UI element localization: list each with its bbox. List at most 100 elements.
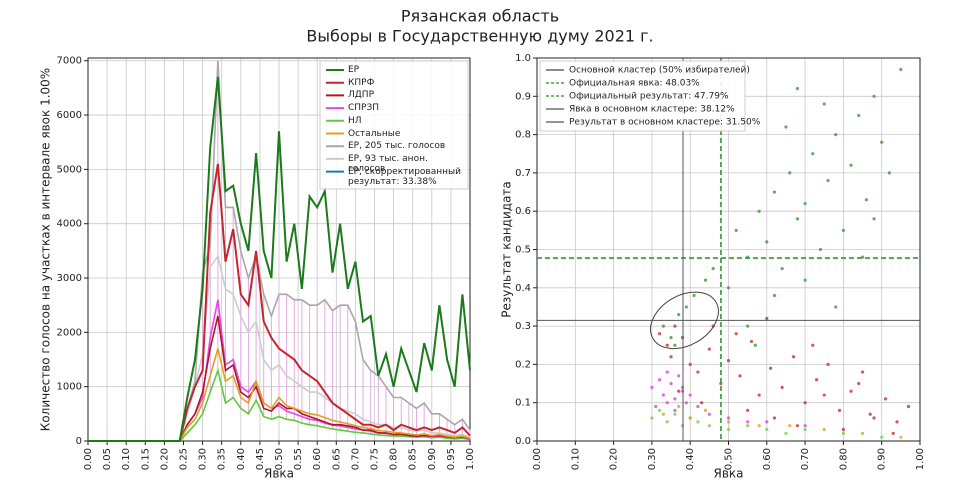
x-tick-label: 0.10: [121, 448, 132, 470]
point: [803, 427, 807, 432]
title: Рязанская область: [401, 7, 559, 26]
point: [684, 305, 688, 309]
point: [841, 228, 846, 232]
point: [688, 416, 692, 420]
point: [803, 424, 807, 428]
x-tick-label: 0.75: [370, 448, 381, 470]
point: [734, 332, 738, 336]
point: [765, 240, 769, 244]
point: [726, 416, 731, 420]
point: [677, 313, 681, 317]
point: [703, 408, 708, 412]
point: [857, 381, 861, 386]
y-tick-label: 0.9: [515, 91, 531, 102]
legend-label: Явка в основном кластере: 38.12%: [569, 105, 735, 115]
x-tick-label: 0.70: [800, 448, 811, 470]
legend-entry: ЕР, скорректированный результат: 33.38%: [348, 167, 461, 187]
point: [726, 427, 731, 432]
x-tick-label: 1.00: [465, 448, 476, 470]
legend-label: ЛДПР: [348, 90, 374, 101]
point: [707, 424, 711, 428]
series-line: [88, 315, 471, 442]
y-tick-label: 0.8: [515, 130, 531, 141]
point: [883, 397, 888, 401]
point: [650, 385, 654, 389]
legend-entry: СПРЗП: [348, 103, 379, 113]
x-tick-label: 0.25: [179, 448, 190, 470]
y-tick-label: 0.0: [515, 436, 531, 447]
point: [880, 435, 884, 439]
y-tick-label: 5000: [57, 164, 82, 175]
y-tick-label: 1000: [57, 382, 82, 393]
y-tick-label: 0.7: [515, 168, 531, 179]
x-axis-label: Явка: [713, 467, 743, 480]
point: [860, 370, 865, 374]
point: [780, 385, 784, 389]
series-line: [88, 367, 471, 442]
point: [696, 420, 700, 424]
x-tick-label: 0.20: [609, 448, 620, 470]
point: [669, 355, 673, 359]
point: [673, 324, 677, 328]
x-tick-label: 0.65: [331, 448, 342, 470]
x-tick-label: 0.90: [877, 448, 888, 470]
point: [788, 171, 792, 175]
point: [803, 401, 807, 405]
point: [818, 247, 823, 252]
point: [795, 217, 800, 221]
x-tick-label: 1.00: [915, 448, 926, 470]
legend-box: [319, 60, 469, 190]
x-tick-label: 0.35: [217, 448, 228, 470]
y-tick-label: 0.1: [515, 398, 531, 409]
x-tick-label: 0.55: [293, 448, 304, 470]
legend-label: ЕР, 93 тыс. анон. голосов: [348, 153, 428, 174]
legend-label: ЕР: [348, 65, 360, 75]
point: [677, 404, 681, 409]
y-axis-label: Количество голосов на участках в интерва…: [39, 68, 53, 431]
point: [661, 412, 665, 416]
legend-label: КПРФ: [348, 77, 375, 88]
point: [657, 378, 662, 382]
point: [780, 267, 784, 271]
point: [811, 152, 815, 156]
point: [711, 267, 715, 271]
point: [684, 401, 688, 405]
point: [734, 228, 738, 232]
subtitle: Выборы в Государственную думу 2021 г.: [306, 27, 653, 46]
point: [772, 293, 777, 298]
y-tick-label: 0.5: [515, 245, 531, 256]
point: [868, 412, 872, 416]
x-tick-label: 0.30: [647, 448, 658, 470]
point: [726, 286, 731, 290]
point: [654, 404, 658, 409]
legend-label: Официальный результат: 47.79%: [569, 92, 729, 102]
x-axis-label: Явка: [264, 467, 294, 480]
cluster-ellipse: [650, 291, 719, 350]
point: [738, 374, 742, 378]
y-tick-label: 6000: [57, 110, 82, 121]
point: [887, 171, 891, 175]
point: [757, 393, 761, 397]
x-tick-label: 0.50: [274, 448, 285, 470]
point: [784, 431, 788, 435]
point: [841, 431, 846, 435]
point: [665, 343, 669, 347]
x-tick-label: 0.60: [312, 448, 323, 470]
point: [673, 412, 677, 416]
point: [661, 324, 665, 328]
x-tick-label: 0.10: [570, 448, 581, 470]
point: [834, 305, 838, 309]
point: [834, 133, 838, 137]
point: [703, 278, 708, 282]
point: [795, 424, 800, 428]
point: [826, 178, 830, 183]
point: [696, 404, 700, 409]
y-tick-label: 0.2: [515, 359, 531, 370]
y-tick-label: 0: [76, 436, 82, 447]
series-line: [88, 348, 471, 442]
y-axis-label: Результат кандидата: [500, 181, 514, 318]
x-tick-label: 0.85: [408, 448, 419, 470]
y-tick-label: 7000: [57, 56, 82, 67]
point: [872, 217, 876, 221]
